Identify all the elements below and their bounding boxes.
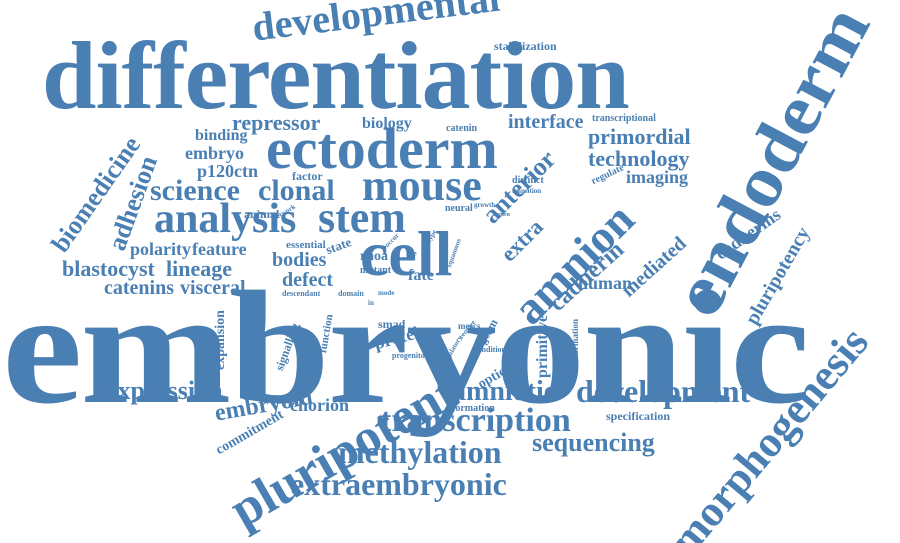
word-biology: biology xyxy=(362,115,412,132)
word-smad: smad xyxy=(378,317,406,331)
word-fate: fate xyxy=(408,267,434,284)
word-rhoa: rhoa xyxy=(360,249,388,264)
word-differentiation: differentiation xyxy=(42,22,630,129)
word-mutant: mutant xyxy=(360,265,392,276)
word-feature: feature xyxy=(192,239,247,259)
word-cell: cell xyxy=(360,218,453,289)
word-condition: condition xyxy=(474,345,507,354)
word-expansion: expansion xyxy=(213,310,228,370)
word-progenitor: progenitor xyxy=(392,351,429,360)
word-repressor: repressor xyxy=(232,110,321,135)
word-technology: technology xyxy=(588,146,690,171)
word-growth: growth xyxy=(474,201,496,209)
word-p120ctn: p120ctn xyxy=(197,161,259,181)
word-primitive: primitive xyxy=(534,314,551,378)
word-lineage: lineage xyxy=(166,256,232,281)
word-in: in xyxy=(368,299,374,307)
word-malformation: malformation xyxy=(570,319,580,372)
word-extraembryonic: extraembryonic xyxy=(290,466,507,502)
word-amniotic: amniotic xyxy=(452,376,557,407)
word-stabilization: stabilization xyxy=(494,39,557,53)
word-catenins: catenins xyxy=(104,277,174,299)
word-transcription: transcription xyxy=(380,402,571,439)
word-distinct: distinct xyxy=(512,175,544,186)
word-mescs: mescs xyxy=(458,321,481,331)
word-transition: transition xyxy=(512,187,542,195)
word-essential: essential xyxy=(286,239,326,251)
word-animal: animal xyxy=(244,207,280,221)
word-clonal: clonal xyxy=(258,174,335,207)
word-bodies: bodies xyxy=(272,249,327,271)
word-descendant: descendant xyxy=(282,289,321,298)
word-primordial: primordial xyxy=(588,124,691,149)
word-lumen: lumen xyxy=(494,212,511,218)
word-science: science xyxy=(150,174,240,207)
word-visceral: visceral xyxy=(180,277,246,299)
word-mouse: mouse xyxy=(362,161,482,210)
word-polarity: polarity xyxy=(130,239,191,259)
word-stem: stem xyxy=(318,193,406,242)
word-development: development xyxy=(576,373,751,409)
word-transcriptional: transcriptional xyxy=(592,113,656,124)
word-life: life xyxy=(406,249,417,258)
word-methylation: methylation xyxy=(338,434,502,470)
word-mode: mode xyxy=(378,289,395,297)
word-embryo: embryo xyxy=(185,143,244,163)
word-binding: binding xyxy=(195,127,248,144)
word-neural: neural xyxy=(445,203,473,214)
word-human: human xyxy=(578,273,633,293)
word-blastocyst: blastocyst xyxy=(62,256,155,281)
word-expression: expression xyxy=(106,376,223,405)
word-catenin: catenin xyxy=(446,123,478,134)
word-ectoderm: ectoderm xyxy=(266,116,498,181)
word-domain: domain xyxy=(338,289,364,298)
word-sequencing: sequencing xyxy=(532,428,655,457)
word-interface: interface xyxy=(508,111,584,133)
word-embryonic: embryonic xyxy=(2,259,810,438)
word-specification: specification xyxy=(606,409,670,423)
word-analysis: analysis xyxy=(154,196,297,242)
word-chorion: chorion xyxy=(290,395,350,415)
word-imaging: imaging xyxy=(626,167,689,187)
word-factor: factor xyxy=(292,169,323,183)
word-formation: formation xyxy=(452,403,495,414)
word-defect: defect xyxy=(282,269,334,291)
